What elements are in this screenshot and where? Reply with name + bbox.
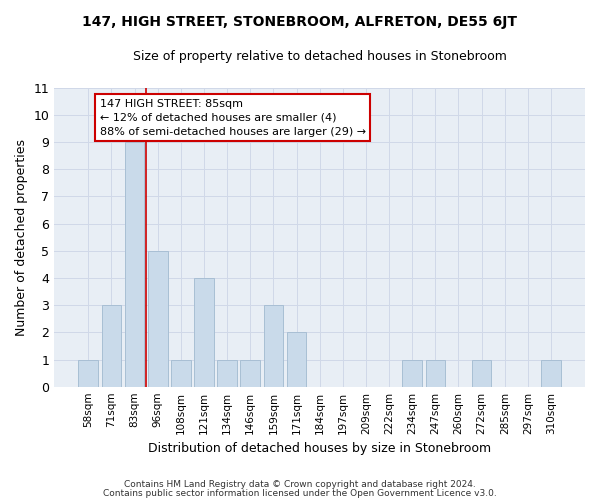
Text: 147 HIGH STREET: 85sqm
← 12% of detached houses are smaller (4)
88% of semi-deta: 147 HIGH STREET: 85sqm ← 12% of detached… bbox=[100, 98, 366, 136]
Text: Contains HM Land Registry data © Crown copyright and database right 2024.: Contains HM Land Registry data © Crown c… bbox=[124, 480, 476, 489]
Bar bbox=[241, 360, 260, 386]
Bar bbox=[263, 305, 283, 386]
Bar bbox=[101, 305, 121, 386]
Bar bbox=[403, 360, 422, 386]
Bar bbox=[148, 251, 167, 386]
Bar bbox=[171, 360, 191, 386]
Bar bbox=[217, 360, 237, 386]
Bar bbox=[425, 360, 445, 386]
Bar bbox=[541, 360, 561, 386]
Y-axis label: Number of detached properties: Number of detached properties bbox=[15, 138, 28, 336]
Title: Size of property relative to detached houses in Stonebroom: Size of property relative to detached ho… bbox=[133, 50, 506, 63]
Bar bbox=[125, 142, 145, 386]
Bar bbox=[194, 278, 214, 386]
Text: 147, HIGH STREET, STONEBROOM, ALFRETON, DE55 6JT: 147, HIGH STREET, STONEBROOM, ALFRETON, … bbox=[83, 15, 517, 29]
Bar bbox=[79, 360, 98, 386]
Bar bbox=[287, 332, 307, 386]
Text: Contains public sector information licensed under the Open Government Licence v3: Contains public sector information licen… bbox=[103, 489, 497, 498]
Bar bbox=[472, 360, 491, 386]
X-axis label: Distribution of detached houses by size in Stonebroom: Distribution of detached houses by size … bbox=[148, 442, 491, 455]
